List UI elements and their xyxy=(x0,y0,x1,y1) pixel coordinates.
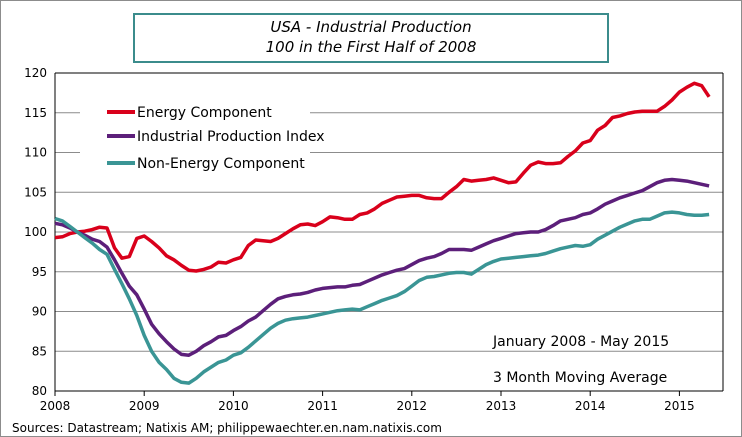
x-tick-label: 2013 xyxy=(486,399,517,413)
y-tick-label: 90 xyxy=(32,305,47,319)
y-tick-label: 100 xyxy=(24,225,47,239)
source-note: Sources: Datastream; Natixis AM; philipp… xyxy=(12,421,442,435)
y-tick-label: 110 xyxy=(24,146,47,160)
x-tick-label: 2014 xyxy=(575,399,606,413)
y-tick-label: 115 xyxy=(24,106,47,120)
x-tick-label: 2012 xyxy=(397,399,428,413)
y-tick-label: 85 xyxy=(32,344,47,358)
y-tick-label: 105 xyxy=(24,185,47,199)
x-tick-label: 2011 xyxy=(307,399,338,413)
legend-label: Non-Energy Component xyxy=(137,156,305,172)
x-tick-label: 2009 xyxy=(129,399,160,413)
legend-label: Industrial Production Index xyxy=(137,129,325,145)
y-tick-label: 80 xyxy=(32,384,47,398)
x-tick-label: 2008 xyxy=(40,399,71,413)
annotation-moving-average: 3 Month Moving Average xyxy=(493,370,667,386)
y-tick-label: 120 xyxy=(24,66,47,80)
series-line-non-energy-component xyxy=(54,210,710,385)
chart-subtitle: 100 in the First Half of 2008 xyxy=(265,38,477,56)
series-line-industrial-production-index xyxy=(54,177,710,357)
x-tick-label: 2010 xyxy=(218,399,249,413)
annotation-date-range: January 2008 - May 2015 xyxy=(492,334,669,350)
series-line-energy-component xyxy=(54,81,711,273)
y-tick-label: 95 xyxy=(32,265,47,279)
chart-title-box: USA - Industrial Production 100 in the F… xyxy=(133,13,609,63)
chart-title: USA - Industrial Production xyxy=(270,18,472,36)
legend-label: Energy Component xyxy=(137,105,272,121)
x-tick-label: 2015 xyxy=(664,399,695,413)
